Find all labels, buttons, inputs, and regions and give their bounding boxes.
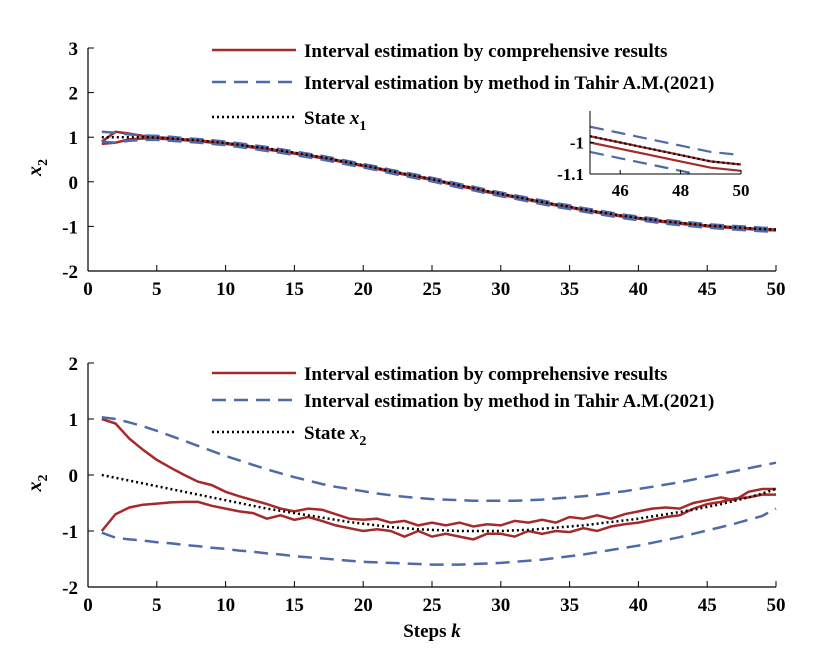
series-line-est-lower <box>100 493 776 541</box>
x-tick-label: 10 <box>216 279 235 300</box>
x-tick-label: 50 <box>767 595 786 616</box>
legend-label: State x1 <box>304 108 366 134</box>
x-tick-label: 20 <box>354 279 373 300</box>
y-tick-label: -1 <box>62 522 78 543</box>
x-tick-label: 50 <box>767 279 786 300</box>
y-tick-label: 0 <box>69 466 79 487</box>
top-chart: 0 5 10 15 20 25 30 35 40 45 50 -2 -1 0 1 2 3 x2 Interval e… <box>24 39 786 300</box>
inset-x-tick-label: 46 <box>612 181 629 200</box>
y-axis-label: x2 <box>24 475 51 493</box>
series-line-tahir-lower <box>101 507 777 566</box>
inset-chart: 46 48 50 -1 -1.1 <box>557 111 750 200</box>
y-tick-label: 1 <box>69 128 79 149</box>
series-line-est-upper <box>101 417 776 528</box>
inset-x-tick-label: 50 <box>733 181 750 200</box>
y-tick-label: 3 <box>69 39 79 60</box>
legend-label: Interval estimation by method in Tahir A… <box>304 391 714 412</box>
x-tick-label: 20 <box>354 595 373 616</box>
series-line-tahir-upper <box>590 125 741 157</box>
legend-label: Interval estimation by method in Tahir A… <box>304 73 714 94</box>
y-tick-label: 0 <box>69 173 79 194</box>
x-tick-label: 35 <box>560 279 579 300</box>
series-line-est-lower <box>590 141 741 172</box>
x-tick-label: 30 <box>491 595 510 616</box>
y-tick-label: 2 <box>69 84 79 105</box>
y-tick-label: -1 <box>62 217 78 238</box>
legend-label: Interval estimation by comprehensive res… <box>304 364 667 385</box>
inset-x-tick-label: 48 <box>672 181 689 200</box>
x-tick-label: 15 <box>285 595 304 616</box>
inset-y-tick-label: -1.1 <box>557 165 584 184</box>
x-tick-label: 0 <box>83 595 93 616</box>
y-tick-label: -2 <box>62 578 78 599</box>
x-axis-label: Steps k <box>403 621 461 642</box>
x-tick-label: 30 <box>491 279 510 300</box>
y-axis-label: x2 <box>24 159 51 177</box>
x-tick-label: 25 <box>423 279 442 300</box>
legend-label: State x2 <box>304 423 366 449</box>
y-tick-label: 2 <box>69 354 79 375</box>
series-line-tahir-lower <box>590 150 702 174</box>
series-line-state <box>101 473 777 533</box>
series-line-tahir-upper <box>101 130 777 230</box>
series-line-tahir-lower <box>101 138 777 234</box>
x-tick-label: 0 <box>83 279 93 300</box>
y-tick-label: 1 <box>69 410 79 431</box>
x-tick-label: 45 <box>698 595 717 616</box>
y-tick-label: -2 <box>62 262 78 283</box>
x-tick-label: 5 <box>152 595 162 616</box>
x-tick-label: 40 <box>629 279 648 300</box>
series-line-state <box>590 135 741 166</box>
x-tick-label: 10 <box>216 595 235 616</box>
series-line-state <box>101 135 777 231</box>
x-tick-label: 45 <box>698 279 717 300</box>
x-tick-label: 15 <box>285 279 304 300</box>
inset-y-tick-label: -1 <box>570 134 584 153</box>
x-tick-label: 35 <box>560 595 579 616</box>
x-tick-label: 40 <box>629 595 648 616</box>
x-tick-label: 25 <box>423 595 442 616</box>
x-tick-label: 5 <box>152 279 162 300</box>
series-line-tahir-upper <box>101 416 777 503</box>
legend-label: Interval estimation by comprehensive res… <box>304 41 667 62</box>
bottom-chart: 0 5 10 15 20 25 30 35 40 45 50 -2 -1 0 1 2 x2 Steps k Inte… <box>24 354 786 642</box>
